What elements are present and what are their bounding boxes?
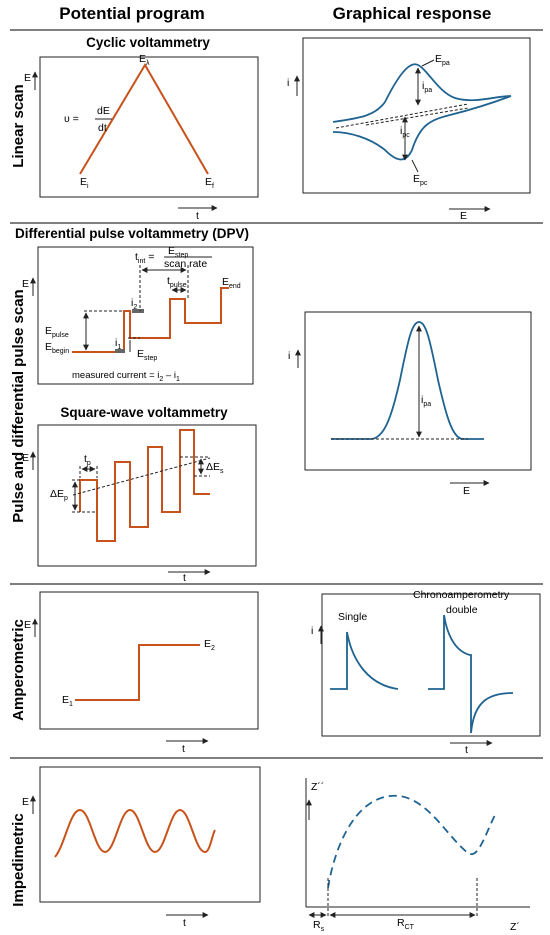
imp-sine-waveform	[54, 808, 216, 858]
amp-step-waveform	[75, 644, 200, 701]
amp-response-frame	[321, 593, 541, 737]
cv-baseline-dashed-2	[365, 107, 469, 126]
dpv-eend-label: Eend	[222, 276, 241, 290]
dpv-measured-current: measured current = i2 – i1	[72, 370, 180, 383]
imp-program-frame	[39, 766, 261, 903]
row-label-pulse-scan: Pulse and differential pulse scan	[10, 289, 27, 522]
dpv-i2-label: i2	[131, 297, 137, 311]
dpv-resp-axis-e: E	[463, 485, 470, 497]
amp-program-frame	[39, 591, 259, 730]
swv-staircase-guide-1	[72, 457, 211, 496]
cv-scan-rate-symbol: υ =	[64, 113, 79, 125]
cv-ef: Ef	[205, 176, 214, 190]
imp-nyquist-curve	[327, 795, 496, 889]
amp-resp-axis-i: i	[311, 625, 313, 637]
dpv-estep-label: Estep	[137, 348, 157, 362]
cv-response-frame	[302, 37, 531, 194]
cv-axis-e: E	[24, 72, 31, 84]
cv-scan-rate-denominator: dt	[98, 122, 107, 134]
amp-axis-t: t	[182, 743, 185, 755]
row-label-amperometric: Amperometric	[10, 619, 27, 721]
imp-axis-e: E	[22, 796, 29, 808]
amp-axis-e: E	[24, 619, 31, 631]
amp-e2-label: E2	[204, 638, 215, 652]
dpv-response-frame	[304, 311, 532, 471]
row-label-linear-scan: Linear scan	[10, 84, 27, 167]
imp-axis-t: t	[183, 917, 186, 929]
amp-resp-axis-t: t	[465, 744, 468, 756]
cv-ei: Ei	[80, 176, 89, 190]
cv-baseline-dashed-1	[335, 103, 469, 129]
dpv-i2-sample-marker	[132, 309, 144, 313]
cv-title: Cyclic voltammetry	[86, 35, 210, 50]
amp-double-label: double	[446, 604, 478, 616]
swv-square-waveform	[79, 429, 210, 542]
swv-title: Square-wave voltammetry	[60, 405, 228, 420]
cv-resp-axis-e: E	[460, 210, 467, 222]
dpv-epulse-label: Epulse	[45, 325, 69, 339]
dpv-tpulse-label: tpulse	[167, 275, 187, 289]
cv-ipa-label: ipa	[422, 80, 432, 94]
imp-rs-label: Rs	[313, 919, 325, 933]
amp-program-panel: E E1 E2 t	[24, 591, 259, 755]
cv-epc-leader	[411, 159, 419, 173]
cv-epa-label: Epa	[435, 53, 450, 67]
cv-ipc-label: ipc	[400, 125, 410, 139]
amp-single-label: Single	[338, 611, 367, 623]
row-label-impedimetric: Impedimetric	[10, 813, 27, 906]
cv-program-panel: Cyclic voltammetry E Eλ Ei Ef υ = dE dt …	[24, 35, 259, 222]
imp-z-real-label: Z´	[510, 921, 520, 933]
imp-rct-label: RCT	[397, 917, 415, 931]
dpv-program-panel: Differential pulse voltammetry (DPV) E E…	[15, 226, 254, 385]
dpv-pulse-waveform	[72, 287, 229, 353]
amp-chrono-label: Chronoamperometry	[413, 589, 510, 601]
dpv-estep-fraction-num: Estep	[168, 245, 188, 259]
cv-epc-label: Epc	[413, 173, 428, 187]
dpv-response-panel: i ipa E	[288, 311, 532, 497]
amp-double-step-curve	[428, 614, 514, 734]
dpv-resp-axis-i: i	[288, 350, 290, 362]
dpv-tint-label: tint =	[135, 251, 154, 265]
cv-axis-t: t	[196, 210, 199, 222]
dpv-scan-rate: scan rate	[164, 258, 207, 270]
dpv-ipa-label: ipa	[421, 394, 431, 408]
imp-program-panel: E t	[22, 766, 261, 929]
swv-axis-t: t	[183, 572, 186, 584]
cv-triangle-waveform	[79, 63, 209, 175]
header-potential-program: Potential program	[59, 4, 204, 23]
dpv-axis-e: E	[22, 278, 29, 290]
cv-program-frame	[39, 56, 259, 198]
amp-response-panel: i Single Chronoamperometry double t	[311, 589, 541, 756]
dpv-program-frame	[37, 246, 254, 385]
cv-voltammogram-curve	[332, 63, 512, 161]
cv-epa-leader	[421, 59, 435, 67]
swv-program-frame	[37, 424, 257, 567]
amp-single-step-curve	[330, 631, 399, 690]
swv-dep-label: ΔEp	[50, 488, 68, 502]
swv-tp-label: tp	[84, 453, 91, 467]
dpv-i1-sample-marker	[115, 349, 125, 353]
cv-elambda: Eλ	[139, 53, 150, 67]
swv-des-label: ΔEs	[206, 461, 224, 475]
dpv-ebegin-label: Ebegin	[45, 341, 69, 355]
cv-response-panel: i Epa ipa ipc Epc E	[287, 37, 531, 222]
swv-axis-e: E	[22, 452, 29, 464]
dpv-peak-curve	[331, 321, 484, 440]
header-graphical-response: Graphical response	[333, 4, 492, 23]
imp-z-imag-label: Z´´	[311, 781, 324, 793]
dpv-title: Differential pulse voltammetry (DPV)	[15, 226, 249, 241]
cv-resp-axis-i: i	[287, 77, 289, 89]
dpv-i1-label: i1	[115, 337, 121, 351]
amp-e1-label: E1	[62, 694, 73, 708]
swv-program-panel: Square-wave voltammetry E ΔEp tp ΔEs t	[22, 405, 257, 584]
cv-scan-rate-numerator: dE	[97, 105, 110, 117]
imp-response-panel: Z´´ Rs RCT Z´	[305, 778, 530, 933]
